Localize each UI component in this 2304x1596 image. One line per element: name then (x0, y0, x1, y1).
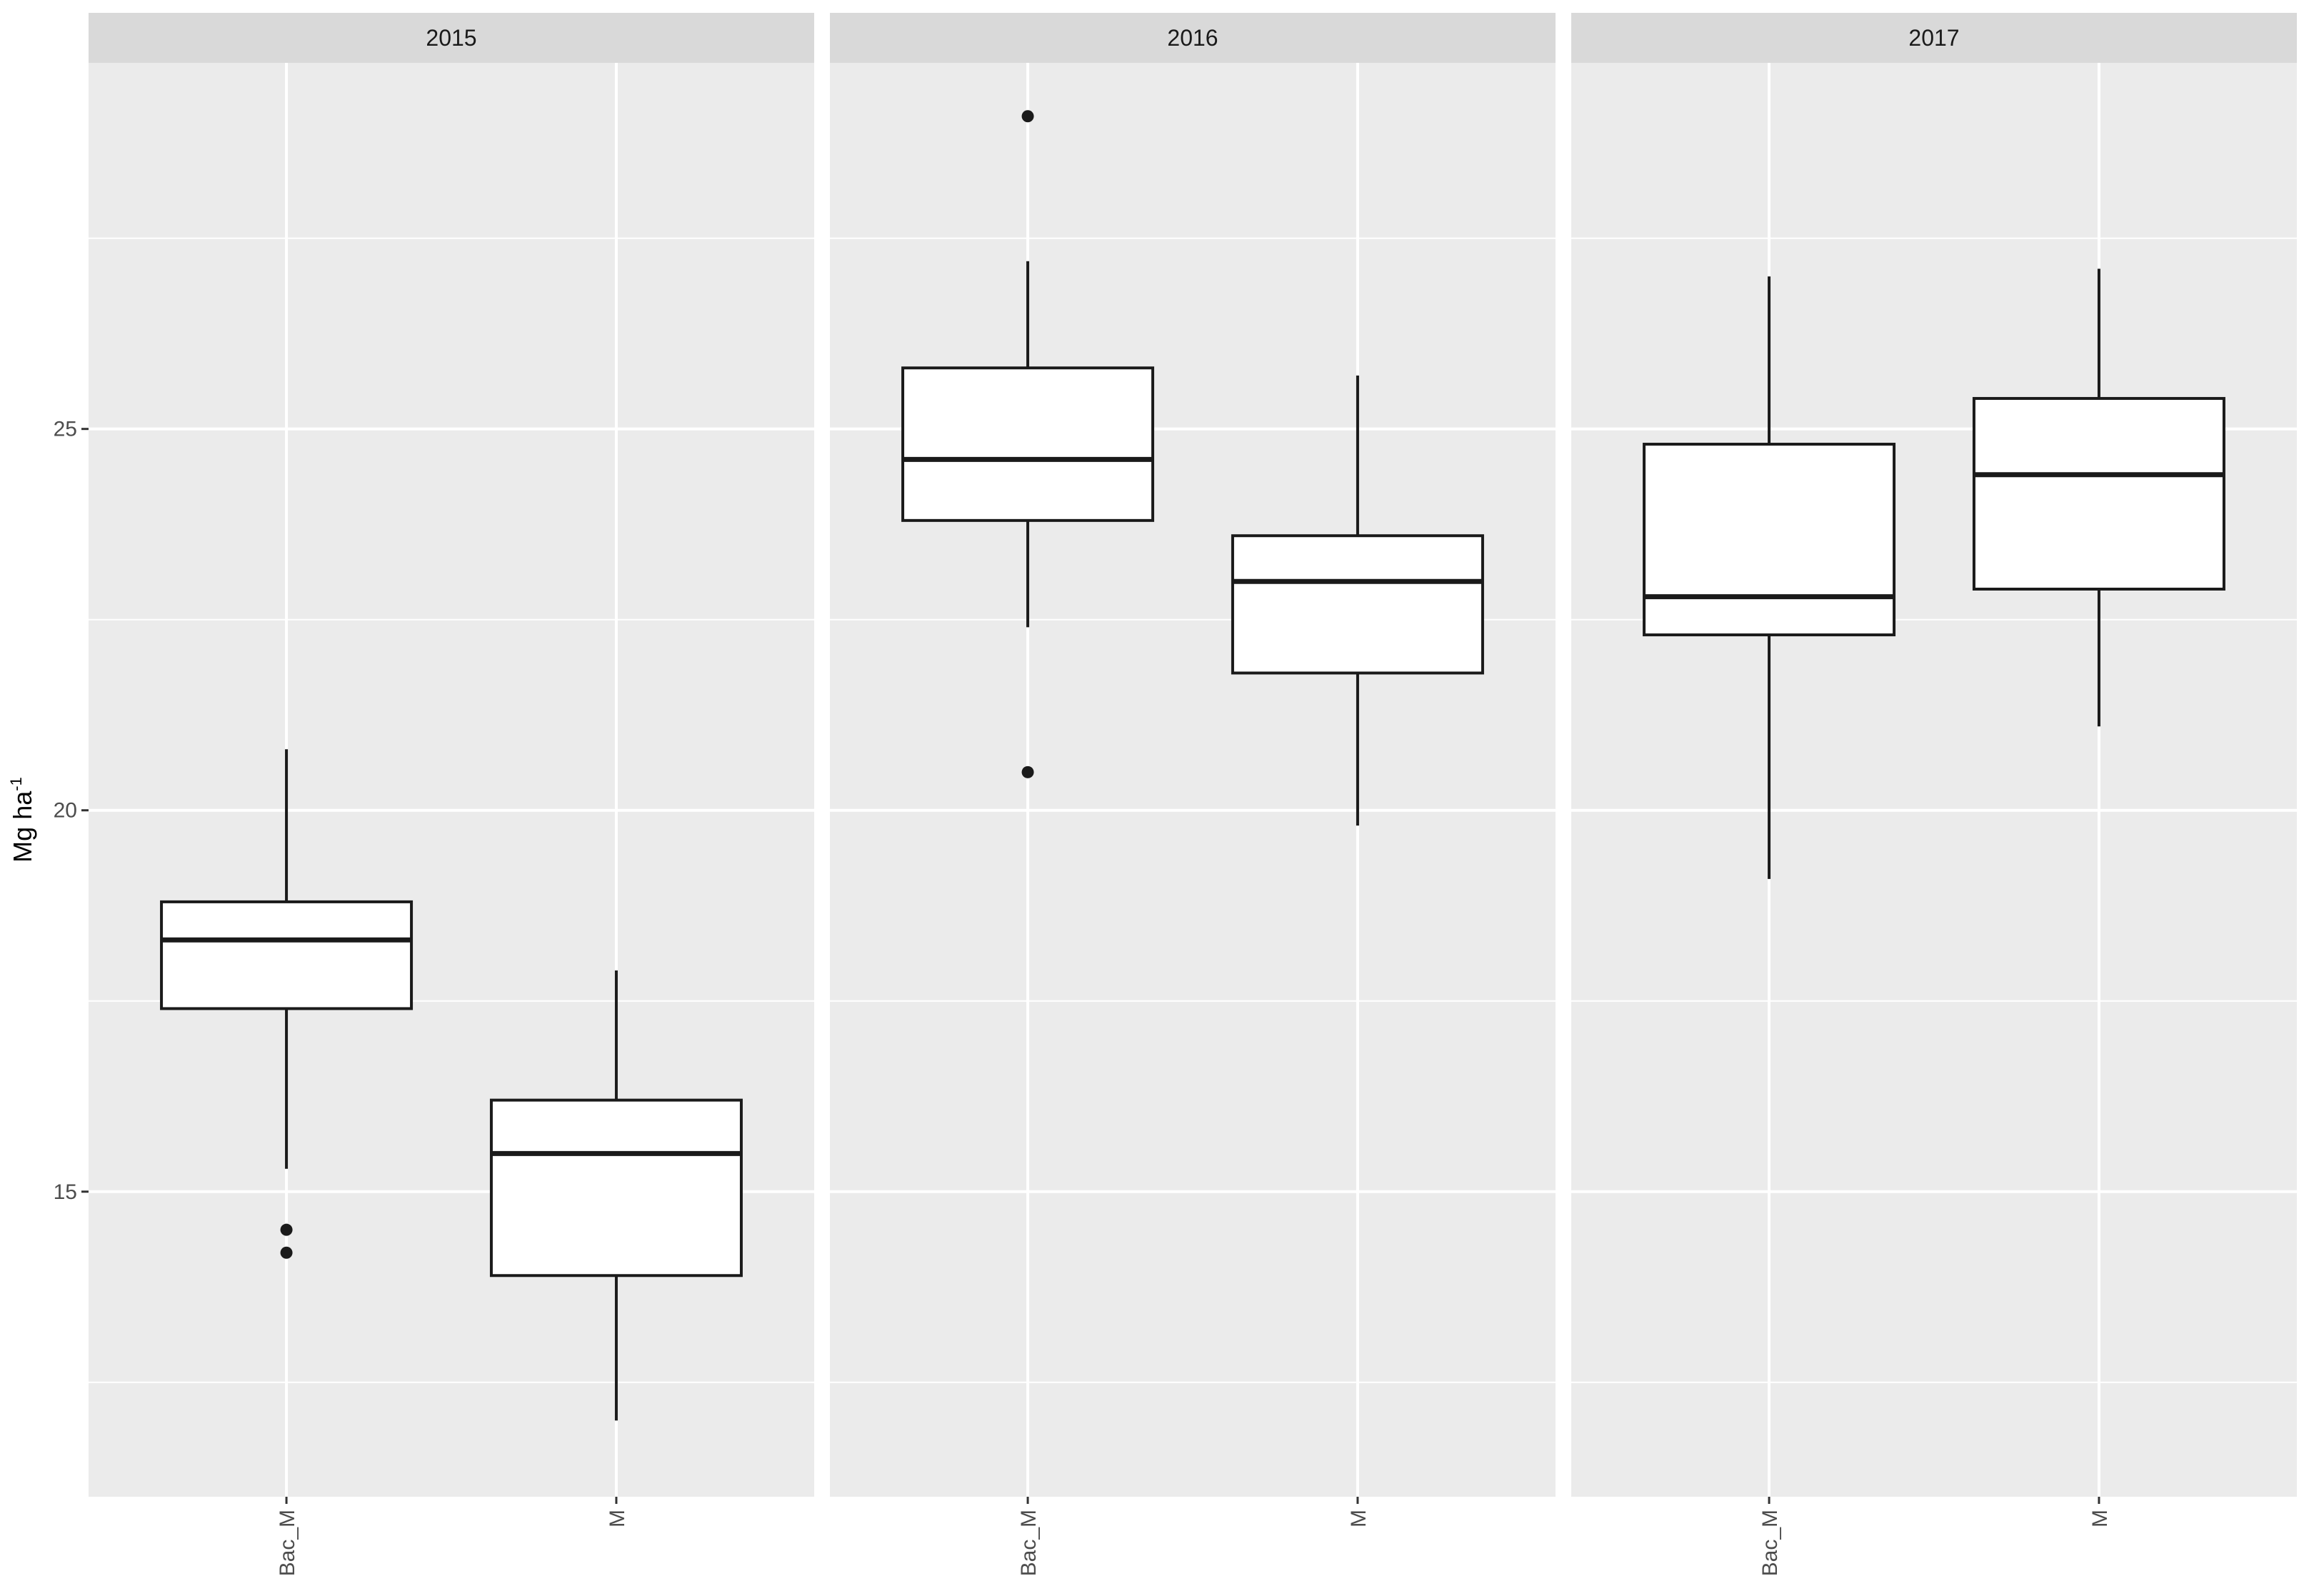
outlier-point (1021, 766, 1034, 778)
x-tick-label: Bac_M (1758, 1510, 1782, 1576)
box-2015-M (489, 970, 743, 1421)
box-2017-Bac_M (1643, 276, 1896, 879)
y-tick-label: 25 (54, 418, 77, 441)
x-tick-label: Bac_M (1017, 1510, 1041, 1576)
facet-strip (1571, 13, 2297, 63)
box-2017-M (1972, 268, 2225, 727)
box-2016-M (1231, 375, 1484, 826)
box-iqr (160, 900, 414, 1010)
facet-panel-2016: 2016 Bac_M M (830, 13, 1556, 1576)
box-iqr (1972, 396, 2225, 591)
panel-background (1571, 63, 2297, 1497)
facet-panel-2017: 2017 Bac_M M (1571, 13, 2297, 1576)
panel-background (89, 63, 814, 1497)
y-axis-title-superscript: -1 (7, 777, 25, 791)
box-2015-Bac_M (160, 749, 414, 1259)
outlier-point (280, 1246, 293, 1259)
box-2016-Bac_M (901, 110, 1155, 778)
facet-strip (89, 13, 814, 63)
facet-strip-label: 2016 (1167, 25, 1218, 51)
x-tick-label: M (606, 1510, 629, 1527)
y-axis: 15 20 25 (54, 418, 89, 1204)
y-axis-title-text: Mg ha (8, 791, 37, 863)
outlier-point (1021, 110, 1034, 123)
x-tick-label: M (2088, 1510, 2112, 1527)
facet-panel-2015: 2015 Bac_M M (89, 13, 814, 1576)
y-tick-label: 20 (54, 799, 77, 823)
box-iqr (1643, 443, 1896, 637)
y-tick-label: 15 (54, 1180, 77, 1204)
panel-background (830, 63, 1556, 1497)
box-iqr (489, 1098, 743, 1278)
box-iqr (1231, 534, 1484, 675)
box-iqr (901, 366, 1155, 522)
facet-panels: 2015 Bac_M M 2016 Bac_M M 2017 Bac_M M (89, 13, 2297, 1576)
x-tick-label: Bac_M (276, 1510, 299, 1576)
facet-strip (830, 13, 1556, 63)
outlier-point (280, 1223, 293, 1236)
y-axis-title: Mg ha-1 (7, 777, 37, 863)
facet-strip-label: 2017 (1908, 25, 1959, 51)
facet-strip-label: 2015 (426, 25, 476, 51)
x-tick-label: M (1347, 1510, 1371, 1527)
